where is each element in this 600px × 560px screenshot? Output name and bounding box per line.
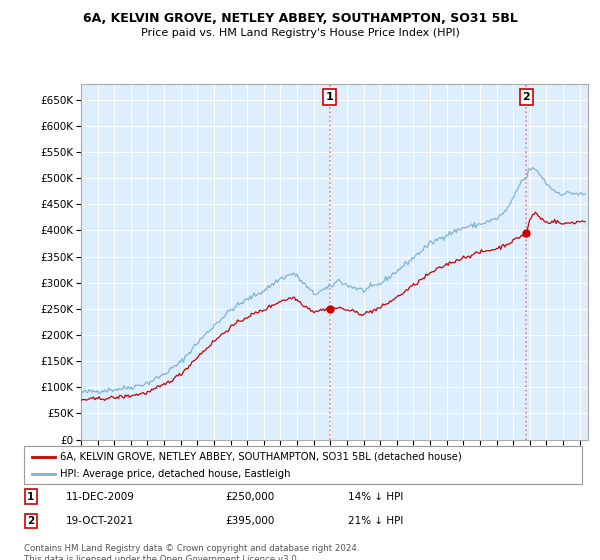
Text: 2: 2 xyxy=(523,92,530,102)
Text: HPI: Average price, detached house, Eastleigh: HPI: Average price, detached house, East… xyxy=(60,469,291,479)
Text: 1: 1 xyxy=(27,492,34,502)
Text: 2: 2 xyxy=(27,516,34,526)
Text: 19-OCT-2021: 19-OCT-2021 xyxy=(66,516,134,526)
Text: Price paid vs. HM Land Registry's House Price Index (HPI): Price paid vs. HM Land Registry's House … xyxy=(140,28,460,38)
Text: £395,000: £395,000 xyxy=(225,516,274,526)
FancyBboxPatch shape xyxy=(24,446,582,484)
Text: 6A, KELVIN GROVE, NETLEY ABBEY, SOUTHAMPTON, SO31 5BL: 6A, KELVIN GROVE, NETLEY ABBEY, SOUTHAMP… xyxy=(83,12,517,25)
Text: £250,000: £250,000 xyxy=(225,492,274,502)
Text: 6A, KELVIN GROVE, NETLEY ABBEY, SOUTHAMPTON, SO31 5BL (detached house): 6A, KELVIN GROVE, NETLEY ABBEY, SOUTHAMP… xyxy=(60,451,462,461)
Text: 11-DEC-2009: 11-DEC-2009 xyxy=(66,492,135,502)
Text: 1: 1 xyxy=(326,92,334,102)
Text: Contains HM Land Registry data © Crown copyright and database right 2024.
This d: Contains HM Land Registry data © Crown c… xyxy=(24,544,359,560)
Text: 14% ↓ HPI: 14% ↓ HPI xyxy=(347,492,403,502)
Text: 21% ↓ HPI: 21% ↓ HPI xyxy=(347,516,403,526)
